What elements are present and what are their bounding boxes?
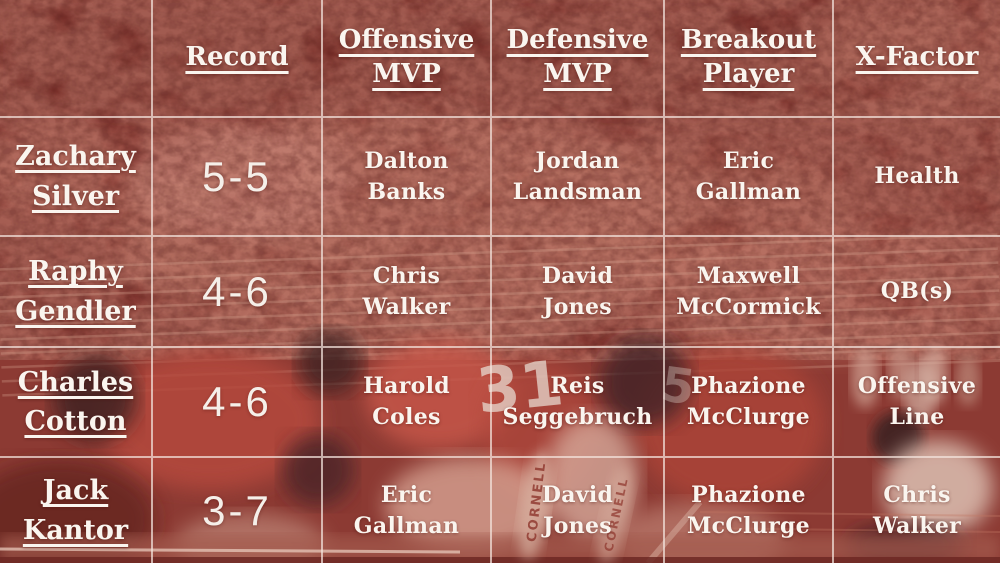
row-2-predictor-label: Raphy Gendler [15,256,136,327]
jersey-number-31: 31 [473,346,566,428]
row-1-record-value: 5-5 [202,152,272,200]
row-3-breakout-player-value: Phazione McClurge [687,373,810,430]
header-defensive-mvp-label: Defensive MVP [506,25,649,89]
row-2-offensive-mvp-value: Chris Walker [362,262,451,320]
header-offensive-mvp: Offensive MVP [323,0,492,118]
header-empty [0,0,153,118]
row-2-breakout-player: Maxwell McCormick [665,237,834,348]
row-3-record-value: 4-6 [202,378,272,425]
row-1-x-factor: Health [834,118,1000,237]
row-2-breakout-player-value: Maxwell McCormick [676,262,821,320]
row-3-predictor-label: Charles Cotton [17,366,134,437]
row-1-defensive-mvp-value: Jordan Landsman [512,147,643,205]
row-1-predictor: Zachary Silver [0,118,153,237]
row-3-x-factor-value: Offensive Line [857,373,977,430]
row-3-offensive-mvp-value: Harold Coles [363,373,450,430]
row-4-offensive-mvp-value: Eric Gallman [353,481,460,539]
row-1-breakout-player-value: Eric Gallman [695,147,802,205]
row-4-x-factor-value: Chris Walker [872,481,962,539]
row-3-breakout-player: Phazione McClurge [665,348,834,458]
row-1-x-factor-value: Health [874,163,960,190]
header-record: Record [153,0,323,118]
header-x-factor-label: X-Factor [855,42,979,73]
row-2-record: 4-6 [153,237,323,348]
row-4-predictor-label: Jack Kantor [22,475,129,546]
row-4-record-value: 3-7 [202,486,272,534]
row-2-predictor: Raphy Gendler [0,237,153,348]
row-3-record: 4-6 [153,348,323,458]
header-offensive-mvp-label: Offensive MVP [338,25,475,89]
player-pile [0,330,825,563]
row-1-offensive-mvp-value: Dalton Banks [364,147,449,205]
row-3-defensive-mvp: Reis Seggebruch [492,348,665,458]
row-2-x-factor: QB(s) [834,237,1000,348]
header-breakout-player-label: Breakout Player [680,25,817,89]
row-4-breakout-player-value: Phazione McClurge [687,481,810,539]
header-breakout-player: Breakout Player [665,0,834,118]
row-3-defensive-mvp-value: Reis Seggebruch [502,373,653,430]
row-4-record: 3-7 [153,458,323,563]
row-4-breakout-player: Phazione McClurge [665,458,834,563]
row-2-offensive-mvp: Chris Walker [323,237,492,348]
row-1-defensive-mvp: Jordan Landsman [492,118,665,237]
row-4-predictor: Jack Kantor [0,458,153,563]
row-1-predictor-label: Zachary Silver [15,141,136,212]
sideline-figures [845,344,993,563]
row-3-x-factor: Offensive Line [834,348,1000,458]
header-record-label: Record [185,42,289,73]
row-3-predictor: Charles Cotton [0,348,153,458]
row-4-offensive-mvp: Eric Gallman [323,458,492,563]
row-2-x-factor-value: QB(s) [880,278,954,305]
header-defensive-mvp: Defensive MVP [492,0,665,118]
header-x-factor: X-Factor [834,0,1000,118]
row-2-record-value: 4-6 [202,267,272,315]
row-2-defensive-mvp: David Jones [492,237,665,348]
row-4-x-factor: Chris Walker [834,458,1000,563]
row-2-defensive-mvp-value: David Jones [541,262,614,320]
row-1-breakout-player: Eric Gallman [665,118,834,237]
row-4-defensive-mvp: David Jones [492,458,665,563]
row-1-offensive-mvp: Dalton Banks [323,118,492,237]
row-3-offensive-mvp: Harold Coles [323,348,492,458]
row-4-defensive-mvp-value: David Jones [541,481,614,539]
row-1-record: 5-5 [153,118,323,237]
